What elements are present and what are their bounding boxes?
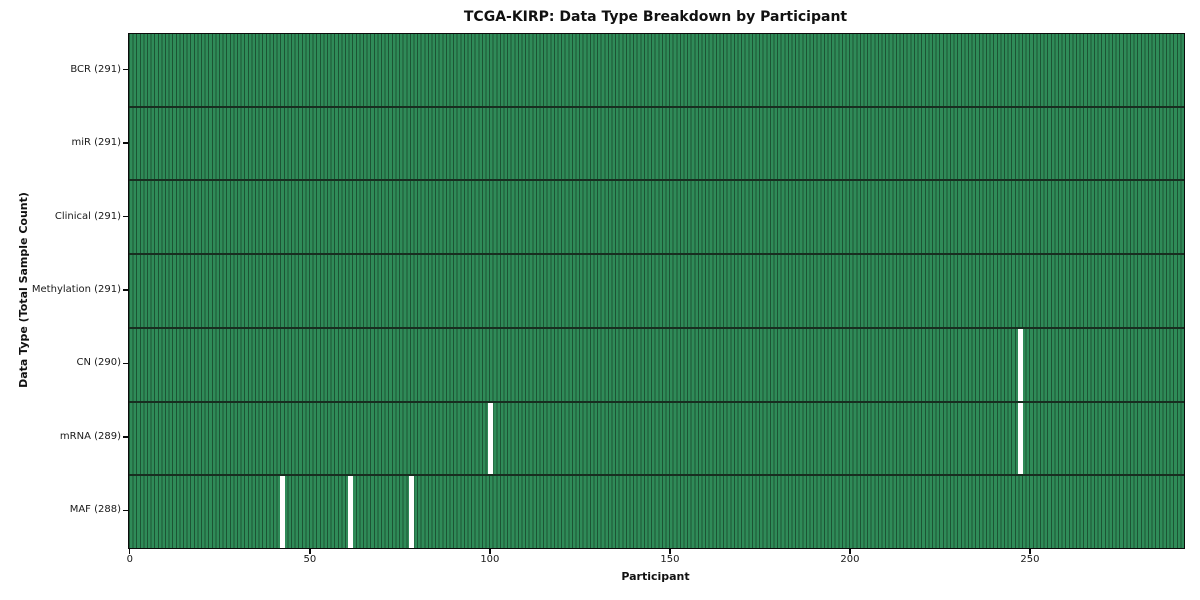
chart-title: TCGA-KIRP: Data Type Breakdown by Partic… xyxy=(463,9,848,25)
absent-cell xyxy=(279,476,285,549)
y-tick-label: BCR (291) xyxy=(70,63,121,75)
x-tick-mark xyxy=(849,549,851,554)
heatmap-rows xyxy=(129,34,1184,549)
y-tick-label: miR (291) xyxy=(71,137,121,149)
heatmap-row-mrna xyxy=(129,402,1184,477)
y-tick-mark xyxy=(123,289,128,291)
x-tick-mark xyxy=(309,549,311,554)
y-tick-mark xyxy=(123,69,128,71)
heatmap-row-clinical xyxy=(129,181,1184,256)
x-tick-mark xyxy=(129,549,131,554)
y-tick-label: Methylation (291) xyxy=(31,284,121,295)
x-tick-label: 0 xyxy=(126,554,133,565)
x-tick-label: 200 xyxy=(840,554,860,565)
heatmap-row-maf xyxy=(129,476,1184,549)
x-tick-label: 150 xyxy=(660,554,680,565)
x-tick-label: 100 xyxy=(480,554,500,565)
y-tick-label: mRNA (289) xyxy=(59,430,121,442)
absent-cell xyxy=(347,476,353,549)
absent-cell xyxy=(488,402,494,475)
y-tick-label: Clinical (291) xyxy=(54,210,121,222)
y-tick-label: MAF (288) xyxy=(69,504,121,516)
x-tick-label: 50 xyxy=(303,554,317,565)
x-axis-label: Participant xyxy=(621,570,690,583)
y-tick-mark xyxy=(123,142,128,144)
x-tick-mark xyxy=(489,549,491,554)
heatmap-row-mir xyxy=(129,107,1184,182)
absent-cell xyxy=(1017,328,1023,401)
absent-cell xyxy=(1017,402,1023,475)
y-tick-label: CN (290) xyxy=(76,357,121,369)
y-tick-mark xyxy=(123,215,128,218)
y-tick-mark xyxy=(123,509,128,511)
heatmap-row-methylation xyxy=(129,255,1184,329)
x-tick-mark xyxy=(1029,549,1031,554)
x-tick-mark xyxy=(669,549,671,554)
absent-cell xyxy=(409,476,415,549)
heatmap-row-bcr xyxy=(129,34,1184,108)
heatmap-plot-area: Present Absent xyxy=(128,33,1185,549)
heatmap-row-cn xyxy=(129,328,1184,403)
y-tick-mark xyxy=(123,436,128,438)
x-tick-label: 250 xyxy=(1020,554,1040,565)
y-tick-mark xyxy=(123,362,128,365)
